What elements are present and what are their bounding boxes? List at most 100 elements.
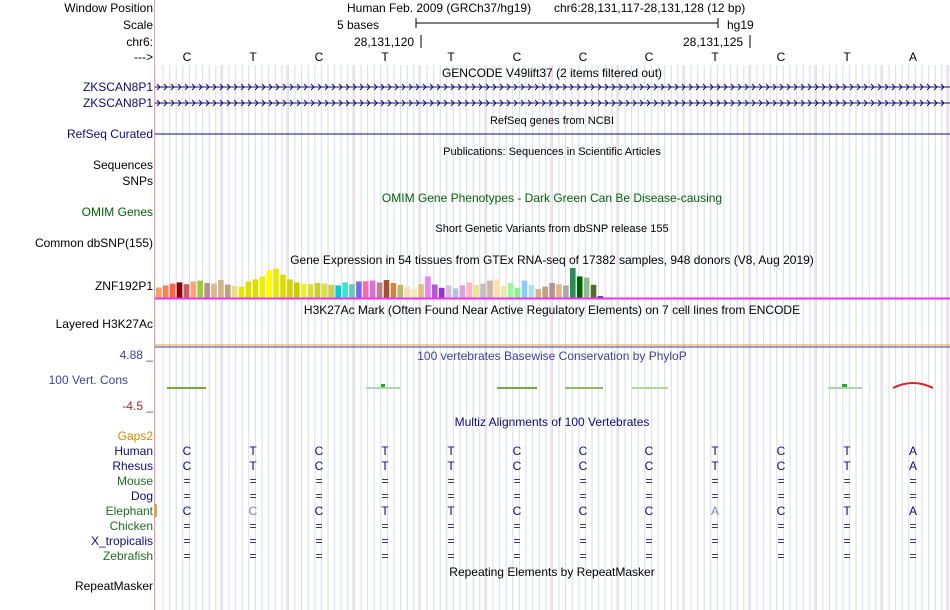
alignment-base: T <box>843 504 851 518</box>
alignment-base: = <box>447 489 455 503</box>
gencode-chevrons <box>156 83 945 91</box>
species-label-zebrafish[interactable]: Zebrafish <box>102 549 153 563</box>
alignment-base: C <box>578 444 588 458</box>
h3k27ac-label[interactable]: Layered H3K27Ac <box>55 317 153 331</box>
ruler-base: T <box>447 50 455 64</box>
gtex-bar <box>204 283 210 298</box>
alignment-base: = <box>381 534 389 548</box>
gtex-bar <box>169 283 176 298</box>
alignment-base: = <box>513 474 521 488</box>
species-label-elephant[interactable]: Elephant <box>105 504 153 518</box>
alignment-base: C <box>776 444 786 458</box>
dbsnp-label[interactable]: Common dbSNP(155) <box>34 236 153 250</box>
gencode-track-title[interactable]: GENCODE V49lift37 (2 items filtered out) <box>441 66 663 80</box>
gtex-bar <box>335 285 341 298</box>
alignment-base: T <box>249 444 257 458</box>
gtex-bar <box>556 284 562 298</box>
gtex-bar <box>576 276 583 298</box>
alignment-base: = <box>909 489 917 503</box>
alignment-base: C <box>776 459 786 473</box>
alignment-base: = <box>249 474 257 488</box>
gtex-bar <box>176 282 183 298</box>
sequences-label[interactable]: Sequences <box>92 158 153 172</box>
gtex-bar <box>570 268 576 298</box>
gaps-label: Gaps2 <box>117 429 153 443</box>
gtex-bar <box>390 283 397 298</box>
alignment-base: A <box>710 504 719 518</box>
alignment-base: = <box>249 549 257 563</box>
alignment-base: = <box>249 489 257 503</box>
gtex-bar <box>356 281 362 298</box>
phylop-track-title[interactable]: 100 vertebrates Basewise Conservation by… <box>417 349 687 363</box>
alignment-base: = <box>711 519 719 533</box>
gtex-bar <box>404 286 410 298</box>
strand-label: ---> <box>134 50 153 64</box>
species-label-chicken[interactable]: Chicken <box>109 519 153 533</box>
repeatmasker-label[interactable]: RepeatMasker <box>74 579 153 593</box>
species-label-human[interactable]: Human <box>114 444 153 458</box>
species-label-rhesus[interactable]: Rhesus <box>112 459 153 473</box>
gtex-bar <box>418 284 424 298</box>
gtex-bar <box>314 283 321 298</box>
alignment-base: = <box>645 549 653 563</box>
gtex-track-title[interactable]: Gene Expression in 54 tissues from GTEx … <box>290 253 814 267</box>
dbsnp-track-title[interactable]: Short Genetic Variants from dbSNP releas… <box>435 223 669 235</box>
scale-label: Scale <box>122 18 153 32</box>
alignment-base: = <box>909 549 917 563</box>
gtex-bar <box>349 284 355 298</box>
gtex-gene-label[interactable]: ZNF192P1 <box>94 279 153 293</box>
alignment-base: = <box>843 534 851 548</box>
gtex-bar <box>363 281 369 298</box>
alignment-base: = <box>843 474 851 488</box>
publications-track-title[interactable]: Publications: Sequences in Scientific Ar… <box>443 146 661 158</box>
alignment-base: = <box>843 549 851 563</box>
assembly-name: Human Feb. 2009 (GRCh37/hg19) <box>347 1 532 15</box>
omim-track-title[interactable]: OMIM Gene Phenotypes - Dark Green Can Be… <box>381 191 723 205</box>
alignment-base: = <box>315 549 323 563</box>
alignment-base: = <box>183 519 191 533</box>
refseq-track-title[interactable]: RefSeq genes from NCBI <box>489 115 615 127</box>
alignment-base: C <box>578 504 588 518</box>
position-readout[interactable]: chr6:28,131,117-28,131,128 (12 bp) <box>554 1 746 15</box>
h3k27ac-track-title[interactable]: H3K27Ac Mark (Often Found Near Active Re… <box>303 303 801 317</box>
snps-label[interactable]: SNPs <box>122 174 153 188</box>
alignment-base: C <box>644 444 654 458</box>
alignment-base: = <box>381 519 389 533</box>
alignment-base: T <box>447 444 455 458</box>
species-label-x_tropicalis[interactable]: X_tropicalis <box>90 534 153 548</box>
gencode-item-label-2[interactable]: ZKSCAN8P1 <box>82 96 153 110</box>
gencode-item-label-1[interactable]: ZKSCAN8P1 <box>82 80 153 94</box>
alignment-base: C <box>512 444 522 458</box>
gtex-bar <box>300 283 307 298</box>
phylop-label[interactable]: 100 Vert. Cons <box>48 373 128 387</box>
gtex-bar <box>459 285 466 298</box>
window-position-label: Window Position <box>64 1 153 15</box>
gtex-bar <box>501 286 507 298</box>
alignment-base: = <box>711 489 719 503</box>
alignment-base: T <box>711 444 719 458</box>
alignment-base: A <box>908 459 917 473</box>
multiz-track-title[interactable]: Multiz Alignments of 100 Vertebrates <box>454 415 650 429</box>
alignment-base: C <box>644 504 654 518</box>
repeatmasker-track-title[interactable]: Repeating Elements by RepeatMasker <box>449 565 655 579</box>
coord-label-2: 28,131,125 <box>683 35 744 49</box>
omim-label[interactable]: OMIM Genes <box>81 205 153 219</box>
alignment-base: = <box>513 549 521 563</box>
alignment-base: C <box>182 444 192 458</box>
ruler-base: C <box>512 50 522 64</box>
gtex-bar <box>590 284 597 298</box>
species-label-dog[interactable]: Dog <box>130 489 153 503</box>
gencode-chevrons <box>156 99 945 107</box>
alignment-base: A <box>908 504 917 518</box>
alignment-base: = <box>447 534 455 548</box>
coord-label-1: 28,131,120 <box>354 35 415 49</box>
alignment-base: = <box>315 474 323 488</box>
alignment-base: = <box>315 489 323 503</box>
gtex-bar <box>376 282 383 298</box>
refseq-label[interactable]: RefSeq Curated <box>66 127 153 141</box>
alignment-base: = <box>315 534 323 548</box>
alignment-base: = <box>183 489 191 503</box>
gtex-bar <box>266 270 272 298</box>
alignment-base: C <box>512 504 522 518</box>
species-label-mouse[interactable]: Mouse <box>116 474 153 488</box>
